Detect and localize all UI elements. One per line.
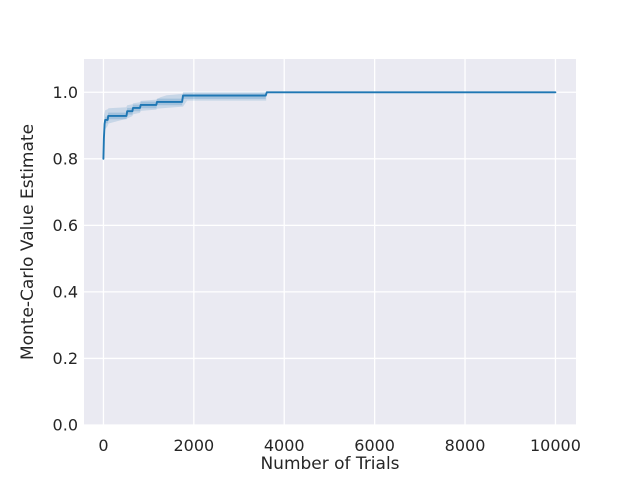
- y-tick-label-3: 0.6: [53, 216, 78, 235]
- x-axis-label: Number of Trials: [260, 454, 400, 474]
- x-tick-label-5: 10000: [530, 436, 581, 455]
- y-tick-label-5: 1.0: [53, 83, 78, 102]
- series-line: [102, 91, 557, 160]
- y-tick-label-4: 0.8: [53, 149, 78, 168]
- x-tick-label-1: 2000: [173, 436, 214, 455]
- y-tick-label-2: 0.4: [53, 282, 78, 301]
- y-tick-label-1: 0.2: [53, 349, 78, 368]
- y-tick-label-0: 0.0: [53, 416, 78, 435]
- x-tick-label-0: 0: [98, 436, 108, 455]
- x-tick-label-3: 6000: [354, 436, 395, 455]
- ci-band: [103, 93, 267, 131]
- x-tick-label-2: 4000: [264, 436, 305, 455]
- y-axis-label: Monte-Carlo Value Estimate: [18, 123, 38, 361]
- plot-area: [84, 59, 576, 425]
- x-tick-label-4: 8000: [445, 436, 486, 455]
